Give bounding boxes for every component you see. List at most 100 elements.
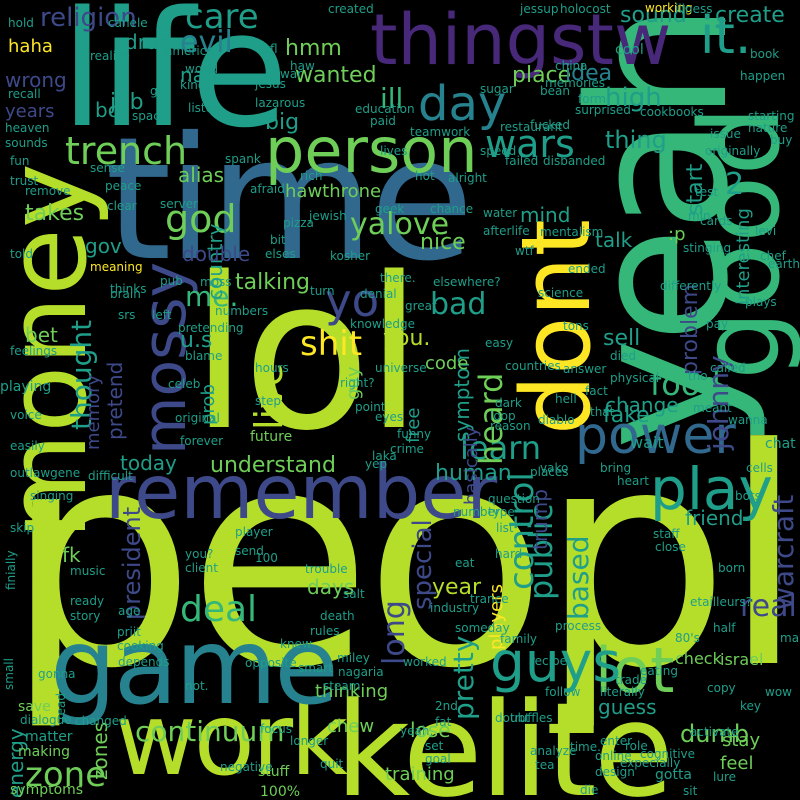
word: alias (178, 163, 225, 187)
word: half (713, 621, 736, 635)
word: feelings (10, 344, 58, 358)
word: big (265, 110, 300, 135)
word: playing (0, 379, 52, 395)
word: industry (430, 601, 480, 615)
word: takes (25, 201, 85, 226)
word: change (605, 393, 679, 417)
word: haw (290, 59, 315, 73)
word: staff (653, 527, 680, 541)
word: sounds (5, 136, 48, 150)
word: canele (108, 16, 148, 30)
word: design (595, 765, 635, 779)
word: diablo (538, 413, 575, 427)
word: hawthrone (285, 181, 382, 202)
word: shit (300, 324, 363, 364)
word: follow (545, 685, 581, 699)
word: copy (707, 681, 736, 695)
word: priit (117, 625, 141, 639)
word: voice (10, 408, 42, 422)
word: cool (615, 42, 644, 58)
word: problem (678, 283, 703, 375)
word: family (500, 632, 538, 646)
word: dark (495, 396, 522, 410)
word: education (355, 102, 415, 116)
word: happen (740, 69, 786, 83)
word: understand (210, 453, 336, 478)
word: idea (565, 61, 613, 86)
word: thingstw (370, 0, 672, 81)
word: eat (455, 556, 475, 570)
word: pay (706, 317, 729, 331)
word: great (405, 299, 437, 313)
word: truffles (510, 711, 553, 725)
word: real (740, 589, 797, 624)
word: rules (310, 624, 340, 638)
word: easily (10, 439, 45, 453)
word: someday (455, 621, 510, 635)
word: peace (105, 179, 142, 193)
word: bet (25, 323, 58, 347)
word: ill (380, 82, 404, 115)
word: born (718, 561, 746, 575)
word: power (575, 406, 736, 466)
word: knew (280, 637, 312, 651)
word: forever (180, 434, 224, 448)
word: matter (25, 729, 73, 745)
word: nah (180, 63, 218, 87)
word: depends (118, 655, 170, 669)
word: right? (340, 376, 375, 390)
word: cookbooks (640, 105, 704, 119)
word: days (307, 575, 355, 599)
word: quit (320, 757, 344, 771)
word: sugar (480, 82, 514, 96)
word: making (18, 744, 70, 760)
word: feel (720, 753, 754, 774)
word: meaning (90, 260, 143, 274)
word: chef (760, 249, 786, 263)
word: wanted (295, 63, 377, 88)
word: basically (461, 426, 482, 505)
word: that. (590, 405, 619, 419)
word: jesus (255, 77, 286, 91)
word: read (54, 692, 68, 720)
word: world (185, 62, 219, 76)
word: hard (495, 547, 523, 561)
word: lure (713, 770, 736, 784)
word: ended (568, 262, 606, 276)
word: recall (8, 87, 41, 101)
word: gotta (655, 767, 693, 783)
word: wow (765, 685, 792, 699)
word: friend (685, 506, 744, 530)
word: failed (505, 154, 539, 168)
word: trench (65, 129, 188, 173)
word: small (2, 658, 16, 690)
word: u.s (180, 328, 213, 353)
word: care (185, 0, 259, 37)
word: difficult (88, 469, 133, 483)
word: chat (765, 436, 796, 452)
word: player (235, 525, 273, 539)
word: fake (603, 403, 650, 428)
word: yo (325, 274, 380, 327)
word: thing (605, 126, 667, 154)
word: me. (185, 280, 239, 313)
word: not. (185, 679, 209, 693)
word: play (650, 455, 773, 523)
word: cooking (117, 639, 164, 653)
word: person (265, 114, 478, 187)
word: space (132, 109, 168, 123)
word: afraid (250, 182, 285, 196)
word: moss (200, 275, 232, 289)
word: hmm (285, 36, 342, 61)
word: opposite (245, 656, 297, 670)
word: bad (430, 287, 487, 322)
word: dumb (680, 720, 750, 748)
word: spank (225, 152, 261, 166)
word: funny (397, 427, 432, 441)
word: bring (600, 461, 632, 475)
word: reason (490, 419, 531, 433)
word: learn (460, 429, 542, 467)
word: gonna (38, 667, 76, 681)
word: people (5, 385, 800, 734)
word: age (118, 604, 141, 618)
